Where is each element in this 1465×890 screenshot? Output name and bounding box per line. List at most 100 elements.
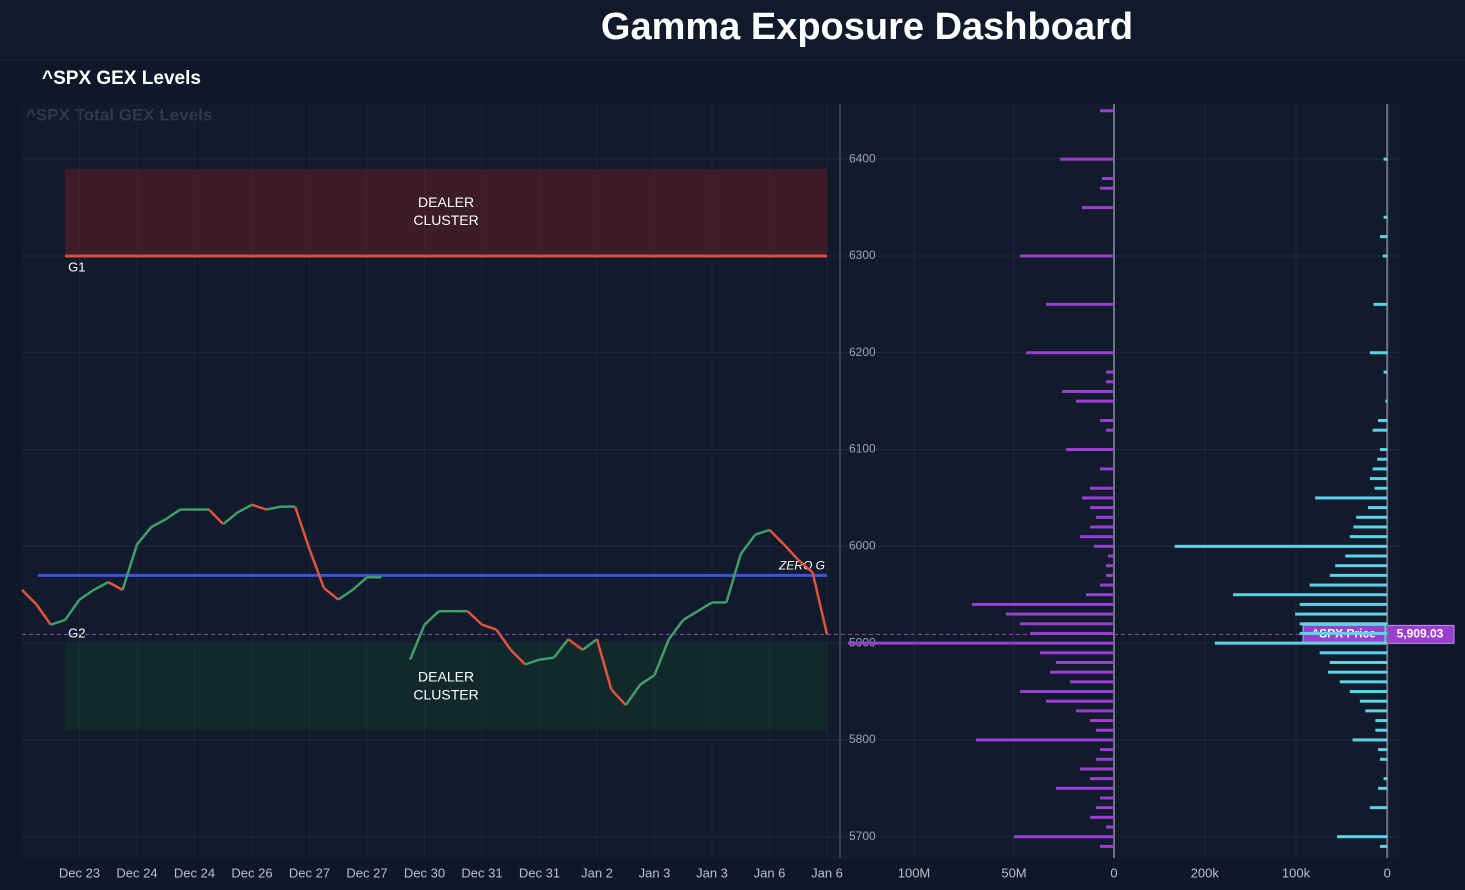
bar: [1056, 660, 1114, 664]
bar: [1375, 728, 1388, 732]
x-tick-label: 50M: [1001, 865, 1026, 880]
price-segment: [552, 638, 570, 659]
price-value: 5,909.03: [1397, 627, 1444, 641]
bar: [1299, 622, 1388, 626]
bar: [1106, 380, 1114, 384]
price-segment: [797, 558, 814, 574]
bar: [1106, 428, 1114, 432]
bar: [1066, 448, 1114, 452]
bar: [1174, 544, 1388, 548]
bar: [1309, 583, 1388, 587]
x-tick-label: 100M: [898, 865, 931, 880]
bar: [1080, 767, 1114, 771]
level-label: G1: [68, 259, 85, 274]
bar: [1369, 477, 1388, 481]
bar: [1106, 825, 1114, 829]
y-tick-label: 5800: [849, 732, 876, 746]
y-tick-label: 5700: [849, 829, 876, 843]
bar: [1319, 651, 1388, 655]
x-tick-label: Jan 3: [639, 865, 671, 880]
price-segment: [323, 586, 340, 601]
bar: [1382, 254, 1388, 258]
bar: [1090, 506, 1114, 510]
price-segment: [107, 581, 124, 591]
price-segment: [408, 624, 426, 661]
x-tick-label: Jan 2: [581, 865, 613, 880]
bar: [1377, 457, 1388, 461]
bar: [1056, 786, 1114, 790]
x-tick-label: Dec 27: [289, 865, 330, 880]
bar: [1368, 506, 1388, 510]
bar: [1214, 641, 1388, 645]
price-segment: [595, 638, 613, 690]
bar: [1006, 612, 1114, 616]
bar: [1385, 399, 1388, 403]
header-bar: [0, 0, 1465, 60]
bar: [1100, 186, 1114, 190]
price-segment: [639, 674, 656, 686]
bar: [1379, 448, 1388, 452]
panel-title: ^SPX GEX Levels: [42, 68, 201, 89]
price-segment: [237, 503, 253, 514]
bar: [1315, 496, 1388, 500]
bar: [1329, 573, 1388, 577]
x-tick-label: Jan 3: [696, 865, 728, 880]
bar: [1379, 235, 1388, 239]
price-segment: [624, 684, 642, 706]
bar: [1352, 738, 1388, 742]
bar: [1335, 564, 1388, 568]
x-tick-label: Dec 27: [346, 865, 387, 880]
bar: [1030, 631, 1114, 635]
bar: [1337, 835, 1388, 839]
bar: [1106, 564, 1114, 568]
zone-label: DEALER: [418, 194, 474, 210]
price-segment: [481, 623, 497, 631]
bar: [1379, 757, 1388, 761]
bar: [1096, 757, 1114, 761]
bar: [1295, 612, 1388, 616]
price-segment: [121, 544, 139, 591]
dealer-zone: [65, 643, 827, 731]
bar: [1356, 515, 1388, 519]
bar: [1050, 670, 1114, 674]
x-tick-label: Dec 23: [59, 865, 100, 880]
price-segment: [539, 656, 555, 661]
price-segment: [93, 581, 109, 591]
bar: [1020, 690, 1114, 694]
bar: [1014, 835, 1114, 839]
x-tick-label: 100k: [1282, 865, 1311, 880]
price-segment: [567, 638, 584, 651]
x-tick-label: Dec 26: [231, 865, 272, 880]
bar: [1076, 709, 1114, 713]
y-tick-label: 6300: [849, 248, 876, 262]
bar: [1046, 302, 1114, 306]
bar: [1372, 428, 1388, 432]
price-segment: [35, 603, 52, 626]
price-segment: [696, 601, 713, 613]
bar: [1365, 709, 1388, 713]
zone-label: CLUSTER: [413, 686, 478, 702]
bar: [1339, 680, 1388, 684]
price-segment: [782, 543, 800, 561]
price-segment: [222, 511, 239, 526]
bar: [1094, 544, 1114, 548]
price-segment: [682, 610, 699, 621]
bar: [1299, 602, 1388, 606]
bar: [1108, 554, 1114, 558]
level-label: ZERO G: [778, 559, 825, 573]
bar: [1080, 535, 1114, 539]
bar: [1100, 844, 1114, 848]
price-segment: [351, 576, 368, 591]
chart-title: ^SPX Total GEX Levels: [26, 105, 212, 124]
price-segment: [725, 553, 742, 603]
price-segment: [136, 526, 153, 546]
price-segment: [811, 572, 829, 635]
bar: [1070, 680, 1114, 684]
bar: [1090, 777, 1114, 781]
bar: [1106, 370, 1114, 374]
price-segment: [653, 638, 671, 676]
x-tick-label: Dec 24: [174, 865, 215, 880]
price-segment: [165, 508, 181, 521]
price-segment: [610, 688, 627, 706]
